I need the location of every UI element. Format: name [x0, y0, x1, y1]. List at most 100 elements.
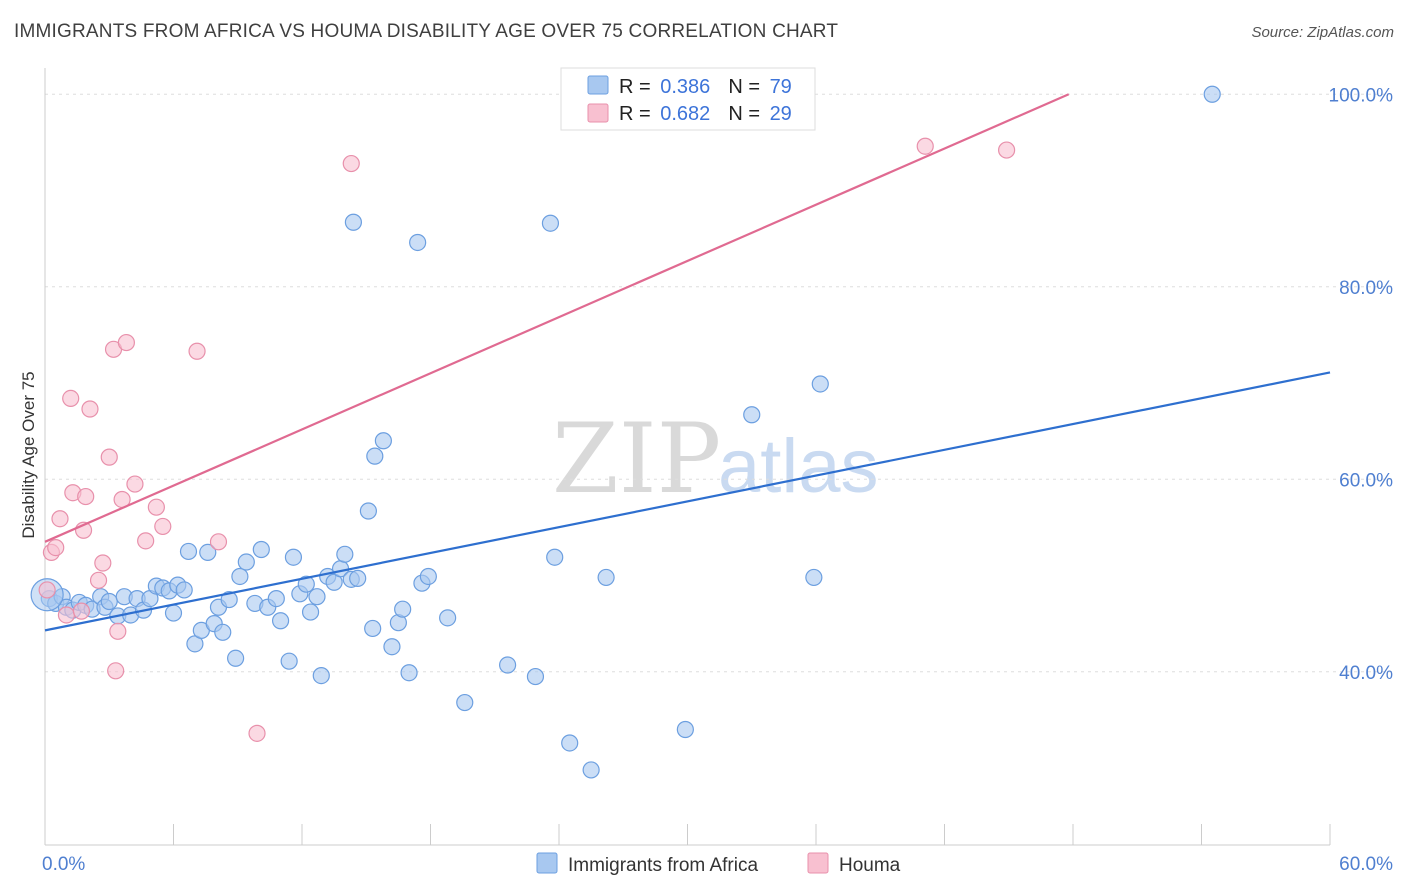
- houma-point-11: [89, 571, 108, 589]
- watermark-atlas: atlas: [718, 424, 879, 509]
- legend-n-value-1: 79: [770, 76, 792, 98]
- africa-point-26: [199, 543, 217, 562]
- houma-point-9: [77, 487, 95, 506]
- y-tick-label-1: 60.0%: [1339, 470, 1393, 491]
- legend-r-value-1: 0.386: [660, 76, 710, 98]
- bottom-legend-label-houma: Houma: [839, 855, 901, 876]
- houma-point-22: [154, 517, 172, 536]
- legend-r-label-2: R =: [619, 103, 656, 125]
- bottom-legend-swatch-pink: [807, 852, 829, 874]
- gridlines: [45, 93, 1395, 673]
- bottom-legend-label-africa: Immigrants from Africa: [568, 855, 758, 876]
- legend-swatch-pink: [587, 103, 609, 123]
- africa-point-30: [220, 590, 238, 609]
- houma-point-19: [126, 475, 144, 493]
- africa-point-32: [231, 567, 249, 586]
- axes: [44, 68, 1331, 846]
- africa-point-29: [214, 623, 232, 641]
- africa-point-44: [308, 588, 326, 606]
- houma-point-15: [107, 662, 125, 680]
- legend-n-label-1: N =: [728, 76, 765, 98]
- legend-n-value-2: 29: [770, 103, 792, 125]
- africa-point-37: [267, 589, 285, 608]
- africa-point-61: [409, 233, 427, 252]
- africa-point-49: [336, 545, 354, 563]
- source-credit: Source: ZipAtlas.com: [1251, 24, 1394, 41]
- legend-row-2: R = 0.682 N = 29: [619, 103, 792, 125]
- legend-n-label-2: N =: [728, 103, 765, 125]
- africa-point-66: [499, 656, 517, 674]
- africa-point-63: [419, 567, 437, 586]
- y-tick-label-0: 40.0%: [1339, 663, 1393, 684]
- x-tick-labels: 0.0% 60.0%: [42, 854, 1393, 875]
- chart-title: IMMIGRANTS FROM AFRICA VS HOUMA DISABILI…: [14, 21, 839, 42]
- africa-point-33: [237, 553, 255, 571]
- houma-point-7: [72, 602, 91, 620]
- watermark: ZIP atlas: [552, 403, 879, 515]
- africa-point-54: [364, 619, 382, 638]
- africa-point-39: [280, 652, 298, 670]
- houma-point-20: [137, 532, 155, 550]
- africa-point-10: [100, 592, 118, 611]
- legend-r-value-2: 0.682: [660, 103, 710, 125]
- africa-point-74: [743, 406, 761, 424]
- africa-point-60: [400, 664, 418, 682]
- houma-point-12: [94, 554, 112, 572]
- africa-point-71: [582, 761, 600, 779]
- africa-point-31: [227, 649, 245, 667]
- africa-point-64: [439, 609, 457, 627]
- houma-point-21: [147, 498, 165, 516]
- africa-point-73: [676, 720, 694, 739]
- legend-row-1: R = 0.386 N = 79: [619, 76, 792, 98]
- houma-point-26: [342, 154, 360, 173]
- africa-point-43: [301, 603, 320, 621]
- africa-point-51: [349, 569, 367, 587]
- africa-point-77: [1203, 85, 1221, 103]
- africa-point-35: [252, 540, 270, 559]
- africa-point-56: [374, 432, 392, 450]
- x-tick-label-0: 0.0%: [42, 854, 85, 875]
- africa-point-53: [359, 502, 377, 520]
- africa-point-75: [805, 568, 823, 587]
- y-tick-labels: 40.0% 60.0% 80.0% 100.0%: [1329, 85, 1394, 684]
- africa-point-67: [526, 667, 545, 686]
- houma-point-28: [998, 141, 1016, 159]
- houma-point-3: [51, 510, 69, 528]
- y-axis-label: Disability Age Over 75: [19, 371, 38, 538]
- africa-point-20: [164, 604, 183, 622]
- africa-point-57: [383, 638, 401, 656]
- series-houma: [38, 137, 1016, 742]
- bottom-legend-swatch-blue: [536, 852, 558, 874]
- africa-point-40: [284, 548, 303, 566]
- x-tick-label-1: 60.0%: [1339, 854, 1393, 875]
- legend: R = 0.386 N = 79 R = 0.682 N = 29: [560, 67, 816, 131]
- africa-point-59: [394, 600, 412, 618]
- houma-point-10: [81, 400, 99, 418]
- bottom-legend: Immigrants from Africa Houma: [536, 852, 901, 876]
- africa-point-52: [344, 213, 362, 231]
- houma-point-25: [248, 724, 266, 742]
- africa-point-68: [541, 214, 560, 232]
- africa-point-45: [312, 666, 330, 685]
- africa-trend-line: [44, 371, 1331, 632]
- africa-point-72: [597, 568, 615, 587]
- houma-point-16: [109, 622, 127, 640]
- africa-point-76: [811, 375, 829, 393]
- houma-point-27: [916, 137, 934, 155]
- africa-point-42: [297, 575, 315, 593]
- houma-point-4: [57, 606, 76, 624]
- y-tick-label-2: 80.0%: [1339, 278, 1393, 299]
- houma-point-24: [209, 533, 228, 551]
- houma-point-23: [188, 342, 206, 360]
- houma-point-0: [38, 581, 56, 599]
- africa-point-38: [271, 612, 290, 630]
- legend-r-label-1: R =: [619, 76, 656, 98]
- houma-trend-line: [44, 93, 1070, 543]
- trend-lines: [44, 93, 1331, 632]
- africa-point-22: [175, 581, 193, 599]
- houma-point-5: [62, 389, 80, 407]
- y-tick-label-3: 100.0%: [1329, 85, 1394, 106]
- africa-point-70: [561, 734, 579, 752]
- africa-point-65: [456, 693, 474, 712]
